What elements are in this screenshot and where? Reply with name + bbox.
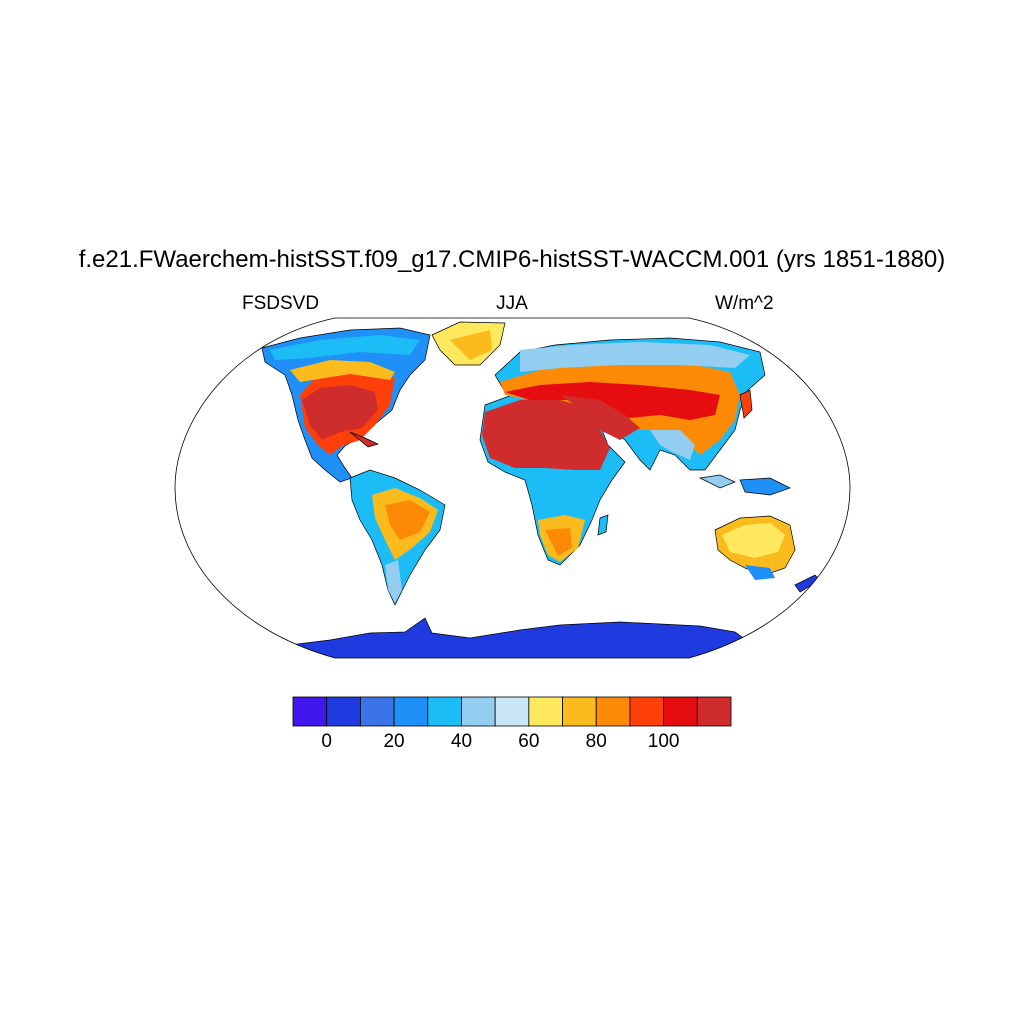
map-boundary xyxy=(174,317,851,659)
plot-title: f.e21.FWaerchem-histSST.f09_g17.CMIP6-hi… xyxy=(78,246,946,273)
colorbar-box-12 xyxy=(696,696,732,727)
colorbar-box-7 xyxy=(528,696,563,727)
variable-label: FSDSVD xyxy=(242,293,320,314)
colorbar-box-1 xyxy=(326,696,361,727)
colorbar-box-6 xyxy=(494,696,530,727)
colorbar-tick-label: 20 xyxy=(383,731,405,752)
colorbar-tick-label: 80 xyxy=(585,731,607,752)
colorbar-box-2 xyxy=(359,696,395,727)
colorbar-box-11 xyxy=(663,696,698,727)
colorbar-box-4 xyxy=(427,696,462,727)
colorbar-box-9 xyxy=(595,696,631,727)
colorbar-box-8 xyxy=(562,696,597,727)
colorbar-box-0 xyxy=(292,696,328,727)
units-label: W/m^2 xyxy=(715,293,774,314)
colorbar-tick-label: 0 xyxy=(321,731,332,752)
colorbar-tick-label: 40 xyxy=(450,731,473,752)
colorbar-box-10 xyxy=(629,696,665,727)
season-label: JJA xyxy=(496,293,528,314)
colorbar-tick-label: 100 xyxy=(647,731,680,752)
colorbar-box-3 xyxy=(393,696,429,727)
colorbar-box-5 xyxy=(461,696,496,727)
colorbar-tick-label: 60 xyxy=(518,731,540,752)
